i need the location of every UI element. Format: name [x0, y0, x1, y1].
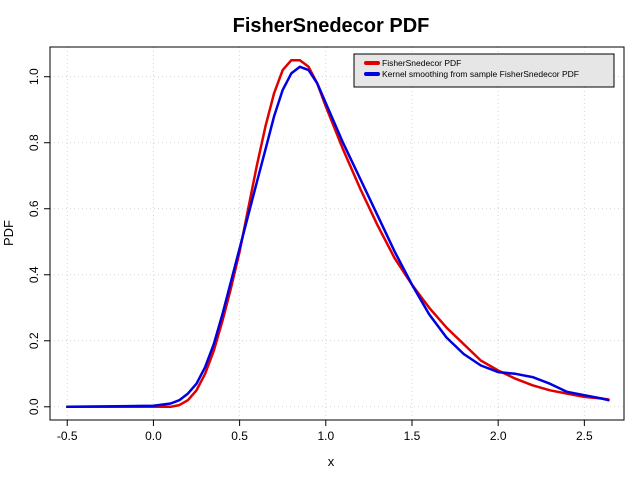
- y-tick-label: 0.2: [27, 332, 41, 349]
- grid: [50, 47, 624, 420]
- y-tick-label: 0.0: [27, 398, 41, 415]
- series-line-0: [65, 58, 610, 409]
- series-lines: [65, 58, 610, 409]
- series-line-1: [65, 65, 610, 409]
- y-tick-label: 0.6: [27, 200, 41, 217]
- x-axis: -0.5 0.0 0.5 1.0 1.5 2.0 2.5: [57, 419, 593, 443]
- plot-frame: [49, 46, 625, 421]
- x-tick-label: 0.5: [231, 429, 248, 443]
- y-axis: 0.0 0.2 0.4 0.6 0.8 1.0: [27, 68, 51, 415]
- y-tick-label: 1.0: [27, 68, 41, 85]
- legend-label-0: FisherSnedecor PDF: [382, 58, 461, 68]
- y-tick-label: 0.4: [27, 266, 41, 283]
- x-tick-label: 2.5: [576, 429, 593, 443]
- legend-box: [353, 53, 615, 88]
- chart-title: FisherSnedecor PDF: [233, 15, 430, 37]
- x-tick-label: 0.0: [145, 429, 162, 443]
- legend-label-1: Kernel smoothing from sample FisherSnede…: [382, 69, 579, 79]
- x-tick-label: -0.5: [57, 429, 78, 443]
- x-tick-label: 1.0: [317, 429, 334, 443]
- x-tick-label: 1.5: [404, 429, 421, 443]
- y-tick-label: 0.8: [27, 134, 41, 151]
- y-axis-label: PDF: [1, 220, 16, 246]
- x-axis-label: x: [328, 454, 335, 469]
- x-tick-label: 2.0: [490, 429, 507, 443]
